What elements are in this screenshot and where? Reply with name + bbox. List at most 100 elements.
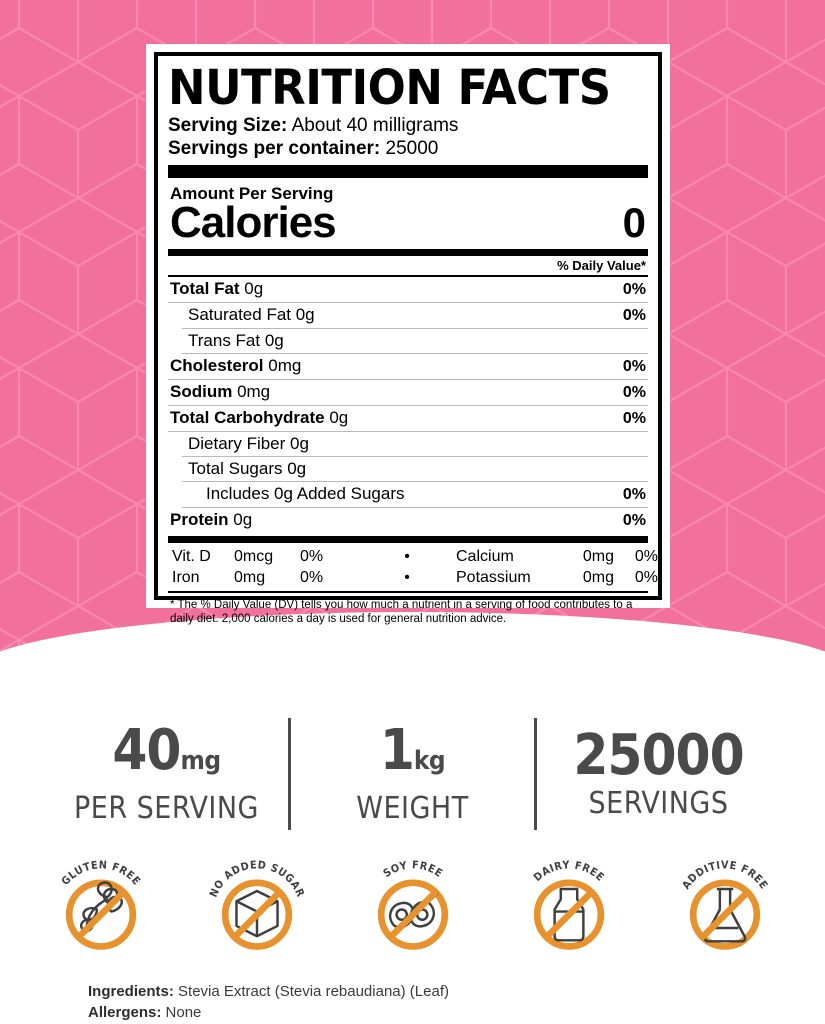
nutrient-row: Total Sugars 0g (168, 457, 648, 481)
product-stats-strip: 40mg PER SERVING 1kg WEIGHT 25000 SERVINGS (0, 706, 825, 841)
stat-unit: kg (413, 745, 446, 776)
soybean-icon: SOY FREE (377, 858, 448, 950)
nutrient-name: Sodium 0mg (170, 382, 271, 401)
nutrient-name: Cholesterol 0mg (170, 356, 302, 375)
nutrient-row-divider (182, 456, 648, 457)
ingredients-value: Stevia Extract (Stevia rebaudiana) (Leaf… (178, 983, 449, 1000)
serving-size-value: About 40 milligrams (291, 115, 459, 136)
certification-badge: GLUTEN FREE (45, 852, 157, 967)
nutrient-name: Saturated Fat 0g (188, 305, 315, 324)
nutrient-row: Total Fat 0g 0% (168, 277, 648, 302)
servings-per-container-value: 25000 (385, 138, 439, 159)
nutrient-row-divider (168, 379, 648, 380)
stat-number: 25000 (573, 722, 744, 788)
micronutrient-right-amount: 0mg (582, 569, 614, 586)
sugar-cube-icon: NO ADDED SUGAR (206, 858, 306, 950)
micronutrient-right-dv: 0% (634, 548, 658, 565)
micronutrient-right-dv: 0% (634, 569, 658, 586)
nutrient-row-divider (168, 431, 648, 432)
ingredients-block: Ingredients: Stevia Extract (Stevia reba… (88, 981, 788, 1023)
calories-row: Calories 0 (168, 200, 648, 246)
nutrient-daily-value: 0% (622, 410, 646, 427)
stat-item: 40mg PER SERVING (59, 717, 274, 826)
nutrient-row: Protein 0g 0% (168, 508, 648, 533)
micronutrient-left-dv: 0% (300, 569, 324, 586)
white-curve-divider (0, 612, 825, 700)
nutrient-daily-value: 0% (622, 358, 646, 375)
stat-caption: SERVINGS (588, 785, 729, 821)
micronutrient-divider-bar (168, 536, 648, 543)
certification-badge-row: GLUTEN FREE NO ADDED SUGAR SOY FREE DAIRY F… (0, 852, 825, 967)
stat-unit: mg (180, 745, 221, 776)
ingredients-label: Ingredients: (88, 983, 174, 1000)
nutrient-row-divider (182, 328, 648, 329)
micronutrient-right-amount: 0mg (582, 548, 614, 565)
nutrient-row: Sodium 0mg 0% (168, 380, 648, 405)
stat-item: 25000 SERVINGS (551, 722, 766, 821)
nutrient-row-divider (168, 405, 648, 406)
micronutrient-rows: Vit. D 0mcg 0% • Calcium 0mg 0% Iron 0mg 0% • Potas… (168, 543, 658, 591)
wheat-icon: GLUTEN FREE (58, 858, 142, 950)
allergens-value: None (165, 1004, 202, 1021)
micronutrient-row: Iron 0mg 0% • Potassium 0mg 0% (172, 567, 658, 588)
nutrient-row: Dietary Fiber 0g (168, 432, 648, 456)
stat-number: 1kg (379, 717, 446, 783)
nutrient-rows: Total Fat 0g 0% Saturated Fat 0g 0% Trans Fa… (168, 277, 648, 533)
nutrient-daily-value: 0% (622, 307, 646, 324)
nutrient-row-divider (182, 353, 648, 354)
micronutrient-right-name: Potassium (456, 569, 531, 586)
daily-value-footnote: * The % Daily Value (DV) tells you how m… (170, 599, 633, 625)
micronutrient-left-name: Iron (172, 569, 200, 586)
nutrient-row: Total Carbohydrate 0g 0% (168, 406, 648, 431)
daily-value-header: % Daily Value* (557, 258, 646, 273)
micronutrient-separator-dot: • (404, 569, 410, 586)
stat-divider (288, 717, 291, 830)
stat-caption: WEIGHT (356, 790, 469, 826)
micronutrient-left-name: Vit. D (172, 548, 211, 565)
certification-badge: NO ADDED SUGAR (201, 852, 313, 967)
nutrient-row-divider (182, 507, 648, 508)
nutrient-daily-value: 0% (622, 281, 646, 298)
micronutrient-left-amount: 0mg (234, 569, 266, 586)
calories-divider-bar (168, 249, 648, 256)
nutrient-row: Trans Fat 0g (168, 329, 648, 353)
nutrient-name: Total Sugars 0g (188, 459, 307, 478)
milk-bottle-icon: DAIRY FREE (531, 858, 606, 950)
svg-text:SOY FREE: SOY FREE (380, 858, 445, 880)
certification-badge: SOY FREE (357, 852, 469, 967)
flask-icon: ADDITIVE FREE (679, 858, 770, 950)
micronutrient-separator-dot: • (404, 548, 410, 565)
stat-number: 40mg (112, 717, 221, 783)
nutrient-row: Includes 0g Added Sugars 0% (168, 482, 648, 507)
thick-divider-bar (168, 165, 648, 178)
stat-item: 1kg WEIGHT (305, 717, 520, 826)
nutrition-facts-panel: NUTRITION FACTS Serving Size: About 40 m… (146, 44, 670, 625)
servings-per-container-line: Servings per container: 25000 (168, 137, 648, 160)
nutrient-name: Total Carbohydrate 0g (170, 408, 349, 427)
nutrient-row-divider (168, 302, 648, 303)
servings-per-container-label: Servings per container: (168, 138, 381, 159)
allergens-line: Allergens: None (88, 1002, 788, 1023)
stat-divider (534, 717, 537, 830)
svg-text:ADDITIVE FREE: ADDITIVE FREE (679, 858, 770, 891)
micronutrient-row: Vit. D 0mcg 0% • Calcium 0mg 0% (172, 546, 658, 567)
amount-per-serving-label: Amount Per Serving (170, 184, 334, 203)
nutrient-name: Trans Fat 0g (188, 331, 284, 350)
allergens-label: Allergens: (88, 1004, 162, 1021)
micronutrient-right-name: Calcium (456, 548, 514, 565)
nutrient-row-divider (182, 481, 648, 482)
nutrient-name: Includes 0g Added Sugars (206, 484, 405, 503)
serving-size-label: Serving Size: (168, 115, 288, 136)
micronutrient-left-amount: 0mcg (234, 548, 274, 565)
certification-badge: DAIRY FREE (513, 852, 625, 967)
calories-value: 0 (622, 199, 646, 246)
calories-label: Calories (170, 198, 337, 247)
nutrient-row: Saturated Fat 0g 0% (168, 303, 648, 328)
nutrient-daily-value: 0% (622, 512, 646, 529)
nutrient-daily-value: 0% (622, 384, 646, 401)
nutrition-facts-title: NUTRITION FACTS (168, 60, 611, 116)
nutrient-name: Protein 0g (170, 510, 253, 529)
footnote-rule (168, 591, 648, 593)
nutrient-daily-value: 0% (622, 486, 646, 503)
